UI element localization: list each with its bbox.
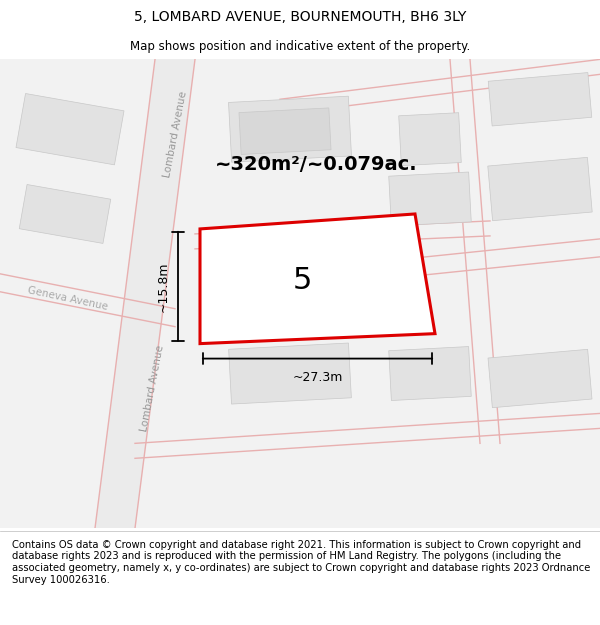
Polygon shape xyxy=(0,59,600,528)
Text: ~27.3m: ~27.3m xyxy=(292,371,343,384)
Text: Contains OS data © Crown copyright and database right 2021. This information is : Contains OS data © Crown copyright and d… xyxy=(12,540,590,584)
Text: Geneva Avenue: Geneva Avenue xyxy=(27,286,109,312)
Polygon shape xyxy=(229,96,352,162)
Polygon shape xyxy=(256,261,354,321)
Polygon shape xyxy=(16,94,124,165)
Text: ~320m²/~0.079ac.: ~320m²/~0.079ac. xyxy=(215,154,418,174)
Polygon shape xyxy=(399,112,461,166)
Polygon shape xyxy=(229,343,352,404)
Polygon shape xyxy=(19,184,111,243)
Text: 5: 5 xyxy=(293,266,312,294)
Text: ~15.8m: ~15.8m xyxy=(157,261,170,311)
Polygon shape xyxy=(200,214,435,344)
Text: Map shows position and indicative extent of the property.: Map shows position and indicative extent… xyxy=(130,40,470,52)
Text: Lombard Avenue: Lombard Avenue xyxy=(139,344,165,432)
Polygon shape xyxy=(488,349,592,408)
Polygon shape xyxy=(389,172,471,226)
Text: Lombard Avenue: Lombard Avenue xyxy=(162,90,188,178)
Polygon shape xyxy=(389,346,471,401)
Polygon shape xyxy=(488,158,592,221)
Polygon shape xyxy=(488,72,592,126)
Polygon shape xyxy=(95,59,195,528)
Text: 5, LOMBARD AVENUE, BOURNEMOUTH, BH6 3LY: 5, LOMBARD AVENUE, BOURNEMOUTH, BH6 3LY xyxy=(134,9,466,24)
Polygon shape xyxy=(239,108,331,154)
